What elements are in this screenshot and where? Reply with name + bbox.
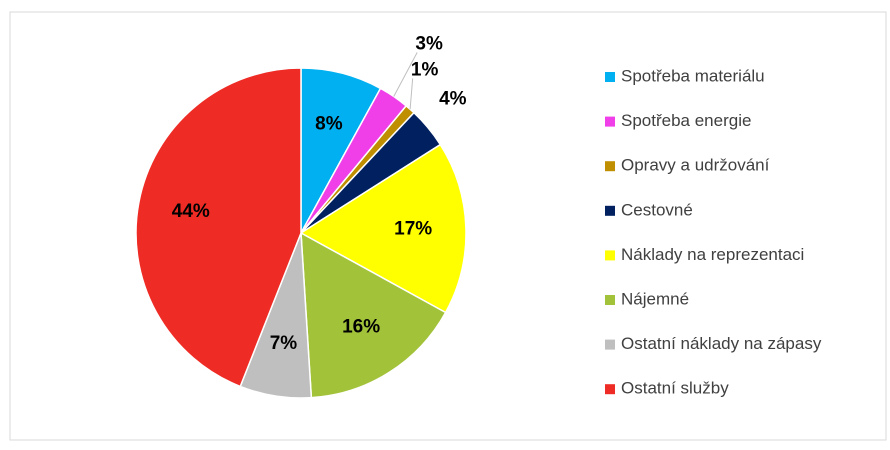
legend-label: Ostatní náklady na zápasy: [621, 334, 822, 353]
pie-slice: [299, 143, 467, 314]
data-label: 7%: [270, 333, 298, 354]
legend-label: Nájemné: [621, 289, 689, 308]
legend-swatch: [605, 72, 615, 82]
data-label: 44%: [172, 201, 210, 222]
data-label: 17%: [394, 218, 432, 239]
legend-label: Ostatní služby: [621, 379, 729, 398]
legend-label: Spotřeba energie: [621, 111, 751, 130]
legend-swatch: [605, 339, 615, 350]
legend-label: Spotřeba materiálu: [621, 66, 765, 85]
pie-slice: [135, 67, 302, 388]
data-label: 1%: [411, 59, 439, 80]
data-label: 4%: [439, 88, 467, 109]
data-label: 16%: [342, 317, 380, 338]
data-label: 3%: [415, 34, 443, 55]
legend-label: Cestovné: [621, 200, 693, 219]
legend-swatch: [605, 161, 615, 172]
legend-swatch: [605, 250, 615, 261]
pie-slice: [300, 231, 447, 399]
legend-swatch: [605, 295, 615, 305]
legend-swatch: [605, 205, 615, 216]
legend-label: Opravy a udržování: [621, 156, 770, 175]
leader-line: [409, 78, 414, 110]
data-label: 8%: [315, 113, 343, 134]
legend-swatch: [605, 116, 615, 127]
leader-line: [393, 52, 418, 97]
legend-swatch: [605, 384, 615, 395]
legend-label: Náklady na reprezentaci: [621, 245, 804, 264]
